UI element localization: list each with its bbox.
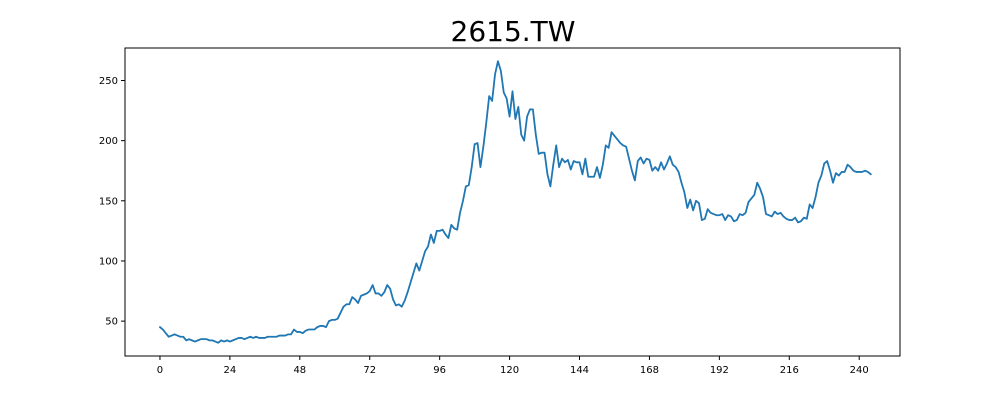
x-tick-label: 48: [293, 365, 306, 376]
x-tick-label: 168: [640, 365, 659, 376]
x-tick-label: 240: [850, 365, 869, 376]
y-tick-label: 250: [99, 76, 118, 87]
x-tick-label: 120: [500, 365, 519, 376]
x-tick-label: 96: [433, 365, 446, 376]
x-tick-label: 24: [224, 365, 237, 376]
x-tick-label: 72: [363, 365, 376, 376]
x-tick-label: 144: [570, 365, 589, 376]
y-tick-label: 50: [105, 317, 118, 328]
y-axis: 50 100 150 200 250: [99, 76, 125, 328]
series-line-0: [159, 60, 872, 344]
plot-frame: [124, 47, 901, 357]
y-tick-label: 150: [99, 196, 118, 207]
x-tick-label: 0: [157, 365, 163, 376]
y-tick-label: 200: [99, 136, 118, 147]
x-tick-label: 216: [780, 365, 799, 376]
x-tick-label: 192: [710, 365, 729, 376]
chart-title: 2615.TW: [451, 15, 576, 48]
y-tick-label: 100: [99, 256, 118, 267]
x-axis: 0 24 48 72 96 120 144 168 192 216 240: [157, 356, 869, 376]
plot-marks: [159, 60, 872, 344]
